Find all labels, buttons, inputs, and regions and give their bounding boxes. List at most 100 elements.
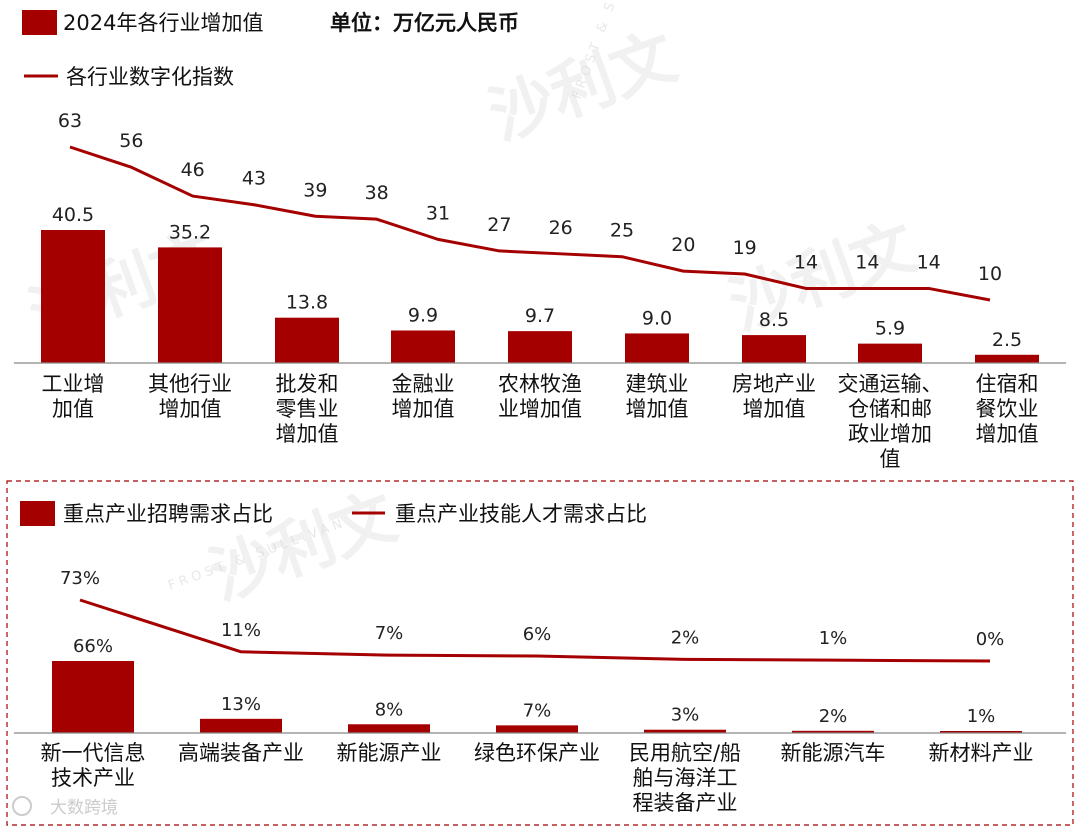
top-line-series <box>69 145 991 302</box>
bottom-bar-label-2: 13% <box>221 694 261 715</box>
top-category-1-line-1: 工业增 <box>42 372 105 396</box>
top-bar-label-5: 9.7 <box>525 305 555 327</box>
bottom-category-5-line-3: 程装备产业 <box>633 791 738 815</box>
top-bar-series <box>41 230 1039 363</box>
top-category-3-line-3: 增加值 <box>276 422 339 446</box>
top-category-6-line-1: 建筑业 <box>626 372 689 396</box>
bottom-line-path <box>79 598 991 663</box>
top-bar-6 <box>625 333 689 363</box>
top-line-label-6: 38 <box>365 182 389 204</box>
top-category-9-line-2: 餐饮业 <box>976 397 1039 421</box>
top-bar-1 <box>41 230 105 363</box>
top-line-label-4: 43 <box>242 168 266 190</box>
top-category-6-line-2: 增加值 <box>626 397 689 421</box>
top-bar-3 <box>275 317 339 363</box>
top-bar-2 <box>158 247 222 363</box>
top-line-label-3: 46 <box>181 159 205 181</box>
bottom-bar-label-1: 66% <box>73 636 113 657</box>
top-category-7-line-2: 增加值 <box>743 397 806 421</box>
bottom-bar-label-6: 2% <box>819 706 848 727</box>
bottom-legend-bar-label: 重点产业招聘需求占比 <box>63 502 273 526</box>
bottom-category-1-line-1: 新一代信息 <box>41 741 146 765</box>
bottom-line-series <box>79 598 991 663</box>
top-bar-9 <box>975 354 1039 363</box>
top-category-9-line-3: 增加值 <box>976 422 1039 446</box>
brand-logo-icon <box>12 796 32 816</box>
top-category-3-line-1: 批发和 <box>276 372 339 396</box>
bottom-line-labels: 73% 11% 7% 6% 2% 1% 0% <box>60 568 1004 650</box>
bottom-category-3-line-1: 新能源产业 <box>337 741 442 765</box>
bottom-bar-series <box>52 661 1022 733</box>
top-category-8-line-1: 交通运输、 <box>838 372 943 396</box>
bottom-legend-bar-swatch <box>20 501 55 526</box>
top-category-5-line-2: 业增加值 <box>498 397 582 421</box>
top-category-8-line-3: 政业增加 <box>848 422 932 446</box>
top-bar-labels: 40.5 35.2 13.8 9.9 9.7 9.0 8.5 5.9 2.5 <box>52 204 1022 351</box>
top-line-label-16: 10 <box>978 263 1002 285</box>
top-category-1-line-2: 加值 <box>52 397 94 421</box>
bottom-bar-5 <box>644 729 726 733</box>
bottom-category-7-line-1: 新材料产业 <box>929 741 1034 765</box>
bottom-category-1-line-2: 技术产业 <box>51 766 135 790</box>
bottom-line-label-5: 2% <box>671 627 700 648</box>
top-unit-label: 单位：万亿元人民币 <box>330 11 519 35</box>
bottom-panel-border <box>6 480 1074 826</box>
top-line-label-7: 31 <box>426 202 450 224</box>
top-line-label-13: 14 <box>794 251 818 273</box>
bottom-category-4-line-1: 绿色环保产业 <box>474 741 600 765</box>
top-bar-label-1: 40.5 <box>52 204 94 226</box>
top-category-4-line-1: 金融业 <box>392 372 455 396</box>
top-line-label-5: 39 <box>303 179 327 201</box>
top-category-labels: 工业增加值其他行业增加值批发和零售业增加值金融业增加值农林牧渔业增加值建筑业增加… <box>42 372 1039 471</box>
bottom-category-2-line-1: 高端装备产业 <box>178 741 304 765</box>
top-bar-7 <box>742 335 806 363</box>
bottom-category-5-line-1: 民用航空/船 <box>629 741 741 765</box>
bottom-bar-1 <box>52 661 134 733</box>
top-line-label-10: 25 <box>610 220 634 242</box>
bottom-category-5-line-2: 舶与海洋工 <box>633 766 738 790</box>
top-category-2-line-1: 其他行业 <box>148 372 232 396</box>
top-bar-label-4: 9.9 <box>408 304 438 326</box>
bottom-bar-label-5: 3% <box>671 705 700 726</box>
top-line-label-2: 56 <box>119 130 143 152</box>
top-category-9-line-1: 住宿和 <box>976 372 1039 396</box>
bottom-line-label-7: 0% <box>976 629 1005 650</box>
bottom-bar-label-4: 7% <box>523 700 552 721</box>
bottom-bar-labels: 66% 13% 8% 7% 3% 2% 1% <box>73 636 995 727</box>
top-bar-label-7: 8.5 <box>759 309 789 331</box>
brand-text: 大数跨境 <box>50 798 118 818</box>
top-bar-label-2: 35.2 <box>169 221 211 243</box>
top-line-label-8: 27 <box>487 214 511 236</box>
top-line-label-15: 14 <box>917 251 941 273</box>
bottom-category-6-line-1: 新能源汽车 <box>781 741 886 765</box>
top-line-label-12: 19 <box>733 237 757 259</box>
bottom-line-label-1: 73% <box>60 568 100 589</box>
top-line-path <box>69 145 991 302</box>
bottom-legend-line-label: 重点产业技能人才需求占比 <box>395 502 647 526</box>
bottom-line-label-2: 11% <box>221 620 261 641</box>
top-line-label-14: 14 <box>855 251 879 273</box>
top-bar-label-6: 9.0 <box>642 307 672 329</box>
top-bar-8 <box>858 343 922 363</box>
bottom-line-label-6: 1% <box>819 628 848 649</box>
bottom-bar-4 <box>496 725 578 733</box>
top-category-5-line-1: 农林牧渔 <box>498 372 582 396</box>
top-category-7-line-1: 房地产业 <box>732 372 816 396</box>
top-category-2-line-2: 增加值 <box>159 397 222 421</box>
top-category-4-line-2: 增加值 <box>392 397 455 421</box>
bottom-bar-label-7: 1% <box>967 706 996 727</box>
top-line-labels: 63 56 46 43 39 38 31 27 26 25 20 19 14 14 14 10 <box>58 110 1002 285</box>
top-legend-line-label: 各行业数字化指数 <box>66 65 234 89</box>
top-bar-5 <box>508 331 572 363</box>
top-legend-bar-swatch <box>22 10 57 35</box>
brand-mark: 大数跨境 <box>12 796 118 818</box>
top-category-3-line-2: 零售业 <box>276 397 339 421</box>
top-bar-label-9: 2.5 <box>992 329 1022 351</box>
top-line-label-11: 20 <box>671 234 695 256</box>
bottom-bar-2 <box>200 718 282 733</box>
top-bar-4 <box>391 330 455 363</box>
bottom-bar-6 <box>792 730 874 733</box>
top-line-label-9: 26 <box>549 217 573 239</box>
